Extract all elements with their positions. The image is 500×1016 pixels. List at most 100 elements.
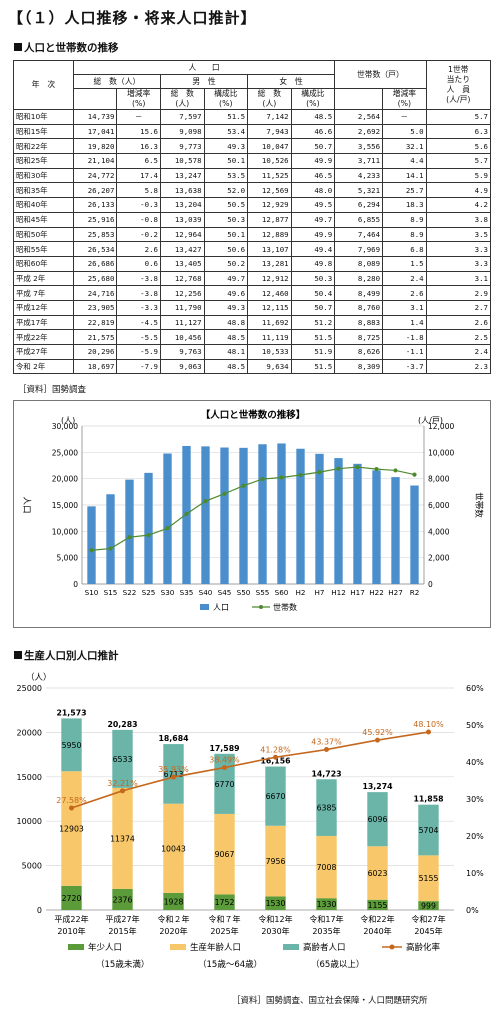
table-cell: 19,820	[72, 138, 118, 155]
y-tick-label: 25000	[17, 684, 42, 693]
y-tick-label: 5000	[22, 862, 42, 871]
table-cell: 7,142	[247, 109, 292, 125]
table-cell: -3.3	[116, 299, 161, 316]
table-cell: 2.6	[116, 241, 161, 257]
table-cell: 48.8	[203, 314, 249, 331]
x-tick-label: R2	[410, 588, 420, 597]
table-cell: 8,309	[334, 358, 384, 375]
table-cell: 17.4	[116, 167, 161, 184]
header-male-count: 総 数 (人)	[159, 88, 205, 110]
table-cell: 9,098	[159, 123, 205, 140]
table-cell: 2.9	[425, 285, 492, 301]
y-tick-label: 10,000	[52, 527, 78, 536]
x-tick-label: 令和７年	[209, 914, 241, 924]
y-axis-unit: （人）	[26, 672, 52, 683]
table-cell: 26,207	[72, 182, 118, 199]
bar-population	[353, 463, 362, 584]
point-households	[336, 466, 341, 471]
x-tick-sublabel: 2035年	[312, 926, 340, 936]
y2-tick-label: 0	[428, 580, 433, 589]
table-cell: 48.5	[203, 358, 249, 375]
table-cell: 25,680	[72, 270, 118, 287]
table-cell: 7,464	[334, 226, 384, 243]
bar-working	[61, 771, 82, 886]
header-population: 人 口	[72, 60, 336, 75]
table-cell: 6,855	[334, 211, 384, 228]
x-tick-label: S15	[104, 588, 118, 597]
table-cell: 8,626	[334, 344, 384, 360]
data-label: 1530	[266, 899, 286, 908]
table-cell: 8.9	[382, 211, 427, 228]
bar-young	[214, 894, 235, 910]
data-label: 6023	[368, 869, 388, 878]
table-row: 昭和45年 25,916 -0.8 13,039 50.3 12,877 49.7 6,855…	[13, 211, 492, 228]
legend-swatch-population	[200, 604, 209, 610]
bar-elderly	[61, 718, 82, 772]
table-cell: -7.9	[116, 358, 161, 375]
table-cell: 2.7	[425, 299, 492, 316]
table-cell: -0.2	[116, 226, 161, 243]
bar-working	[367, 846, 388, 900]
table-cell: 52.0	[203, 182, 249, 199]
table-cell: 1.4	[382, 314, 427, 331]
legend-swatch	[68, 944, 84, 950]
table-cell: 25,853	[72, 226, 118, 243]
table-row: 平成22年 21,575 -5.5 10,456 48.5 11,119 51.5 8,725…	[13, 329, 492, 345]
table-cell: －	[116, 109, 161, 125]
table-cell: 51.5	[290, 329, 336, 345]
table-cell: -3.8	[116, 270, 161, 287]
table-cell: 26,534	[72, 241, 118, 257]
table-cell: 9,763	[159, 344, 205, 360]
table-cell: 49.7	[290, 211, 336, 228]
table-cell: 3.1	[425, 270, 492, 287]
table-cell: 昭和22年	[13, 138, 74, 155]
table-cell: 6,294	[334, 197, 384, 213]
table-cell: 平成 7年	[13, 285, 74, 301]
x-tick-label: 令和12年	[258, 914, 292, 924]
point-aging-rate	[222, 765, 227, 771]
table-cell: 49.3	[203, 138, 249, 155]
table-cell: 50.7	[290, 138, 336, 155]
data-label: 2376	[113, 895, 133, 904]
x-tick-label: H27	[388, 588, 403, 597]
rate-label: 45.92%	[362, 728, 393, 737]
table-cell: 8,499	[334, 285, 384, 301]
table-cell: 11,127	[159, 314, 205, 331]
table-cell: 3.3	[425, 241, 492, 257]
table-cell: 49.4	[290, 241, 336, 257]
point-aging-rate	[426, 729, 431, 735]
bar-young	[265, 896, 286, 910]
table-cell: 5.9	[425, 167, 492, 184]
point-households	[393, 468, 398, 473]
y-tick-label: 20,000	[52, 475, 78, 484]
table-row: 昭和40年 26,133 -0.3 13,204 50.5 12,929 49.5 6,294…	[13, 197, 492, 213]
table-cell: 50.3	[290, 270, 336, 287]
point-aging-rate	[375, 737, 380, 743]
point-households	[127, 535, 132, 540]
bar-young	[418, 901, 439, 910]
y2-axis-unit: (人/戸)	[418, 416, 443, 425]
x-tick-sublabel: 2020年	[159, 926, 187, 936]
table-cell: 25,916	[72, 211, 118, 228]
table-cell: 13,247	[159, 167, 205, 184]
data-label: 5155	[419, 874, 439, 883]
point-households	[279, 475, 284, 480]
legend-note: （65歳以上）	[311, 959, 364, 970]
bar-population	[334, 458, 343, 584]
table-cell: 昭和55年	[13, 241, 74, 257]
data-label: 2720	[62, 894, 82, 903]
x-tick-label: S40	[199, 588, 213, 597]
bar-working	[418, 855, 439, 902]
table-cell: 11,790	[159, 299, 205, 316]
legend-label-households: 世帯数	[273, 602, 297, 612]
x-tick-label: H22	[369, 588, 384, 597]
total-label: 16,156	[260, 757, 290, 766]
table-cell: 0.6	[116, 255, 161, 272]
table-cell: 53.5	[203, 167, 249, 184]
total-label: 14,723	[311, 769, 341, 778]
table-cell: 25.7	[382, 182, 427, 199]
bar-young	[61, 885, 82, 910]
bar-elderly	[163, 744, 184, 804]
legend-marker	[389, 944, 395, 950]
table-cell: 12,460	[247, 285, 292, 301]
